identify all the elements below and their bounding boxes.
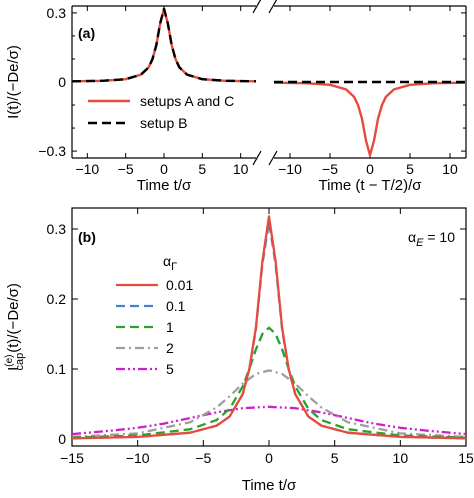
axis-break-mark — [268, 0, 278, 14]
x-tick-label-b: 5 — [331, 450, 339, 466]
y-axis-label-symbol: I — [5, 367, 22, 371]
x-tick-label-b: −10 — [126, 450, 150, 466]
y-tick-label-b: 0.2 — [47, 291, 67, 307]
axis-break-mark — [268, 150, 278, 166]
y-axis-label-b: I(e)cap(t)/(−De/σ) — [4, 283, 26, 371]
legend-title-symbol: α — [163, 253, 171, 269]
legend-label-alpha-5: 5 — [166, 361, 174, 377]
x-tick-label-a-left: 0 — [160, 161, 168, 177]
legend-label-alpha-0-1: 0.1 — [166, 298, 186, 314]
legend-title-b: αΓ — [163, 253, 177, 273]
y-axis-label-a: I(t)/(−De/σ) — [5, 45, 22, 119]
legend-b: αΓ 0.01 0.1 1 2 5 — [116, 253, 193, 377]
series-line-setup-b-left — [72, 7, 256, 83]
legend-label-alpha-2: 2 — [166, 340, 174, 356]
y-axis-label-rest: (t)/(−De/σ) — [5, 283, 22, 353]
plot-area-b — [72, 215, 466, 440]
axis-break-mark — [252, 0, 262, 14]
panel-a: 0.3 0 −0.3 −10 −5 0 5 10 −10 −5 0 5 10 (a) setups A an… — [5, 0, 467, 194]
x-tick-label-a-right: −10 — [278, 161, 302, 177]
plot-area-a-left — [72, 7, 256, 83]
axis-break — [252, 0, 278, 166]
legend-title-subscript: Γ — [171, 261, 177, 273]
x-tick-label-a-left: 10 — [233, 161, 249, 177]
y-tick-label-a: 0 — [58, 74, 66, 90]
x-axis-label-a-right: Time (t − T/2)/σ — [318, 177, 422, 194]
x-tick-label-a-left: 5 — [198, 161, 206, 177]
panel-label-a: (a) — [78, 25, 95, 41]
y-tick-label-a: 0.3 — [47, 5, 67, 21]
legend-label-setup-b: setup B — [140, 115, 187, 131]
panel-label-b: (b) — [78, 229, 96, 245]
annotation-alpha-e: αE = 10 — [408, 229, 455, 249]
y-tick-label-a: −0.3 — [38, 143, 66, 159]
series-line-setups-a-and-c-right — [274, 81, 466, 157]
legend-a: setups A and C setup B — [88, 93, 234, 131]
y-tick-label-b: 0 — [58, 431, 66, 447]
y-tick-label-b: 0.3 — [47, 221, 67, 237]
y-tick-label-b: 0.1 — [47, 361, 67, 377]
x-tick-label-b: −15 — [60, 450, 84, 466]
y-axis-label-subscript: cap — [14, 353, 26, 371]
x-tick-label-a-left: −10 — [75, 161, 99, 177]
legend-label-alpha-0-01: 0.01 — [166, 277, 193, 293]
x-tick-label-a-right: 5 — [406, 161, 414, 177]
x-tick-label-a-right: 0 — [366, 161, 374, 177]
x-tick-label-b: 15 — [458, 450, 474, 466]
series-line-alpha-5 — [72, 405, 466, 436]
y-axis-label-superscript: (e) — [4, 355, 15, 367]
plot-area-a-right — [274, 80, 466, 157]
x-tick-label-b: −5 — [195, 450, 211, 466]
x-tick-label-a-left: −5 — [118, 161, 134, 177]
legend-label-alpha-1: 1 — [166, 319, 174, 335]
legend-label-setups-a-and-c: setups A and C — [140, 93, 234, 109]
series-line-alpha-1 — [72, 326, 466, 439]
series-line-alpha-2 — [72, 369, 466, 439]
series-line-setups-a-and-c-left — [72, 7, 256, 83]
x-axis-label-b: Time t/σ — [242, 477, 297, 494]
x-tick-label-b: 10 — [393, 450, 409, 466]
x-axis-label-a-left: Time t/σ — [137, 177, 192, 194]
x-tick-label-a-right: −5 — [322, 161, 338, 177]
annotation-value: = 10 — [423, 229, 455, 245]
annotation-subscript: E — [416, 237, 424, 249]
x-tick-label-b: 0 — [265, 450, 273, 466]
annotation-symbol: α — [408, 229, 416, 245]
x-tick-label-a-right: 10 — [442, 161, 458, 177]
axis-break-mark — [252, 150, 262, 166]
series-line-alpha-0-01 — [72, 215, 466, 440]
